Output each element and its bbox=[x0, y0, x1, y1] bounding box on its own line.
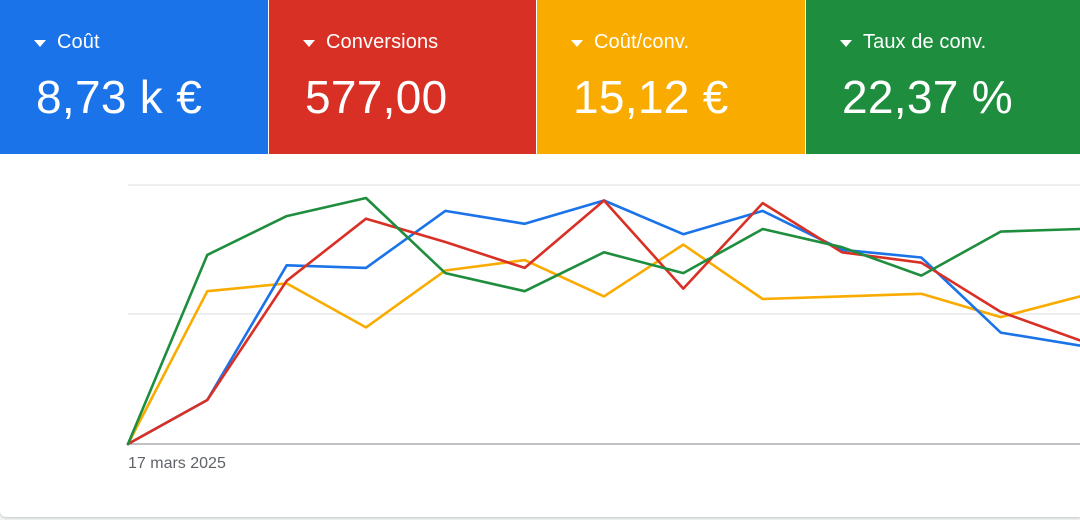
metric-header[interactable]: Taux de conv. bbox=[840, 31, 986, 54]
metric-value: 22,37 % bbox=[842, 71, 1013, 123]
metric-value: 8,73 k € bbox=[36, 71, 203, 123]
caret-down-icon[interactable] bbox=[571, 39, 583, 47]
metric-tiles: Coût 8,73 k € Conversions 577,00 Coût/co… bbox=[0, 0, 1080, 154]
metric-tile-cout[interactable]: Coût 8,73 k € bbox=[0, 0, 268, 154]
metric-header[interactable]: Coût/conv. bbox=[571, 31, 689, 54]
caret-down-icon[interactable] bbox=[34, 39, 46, 47]
x-axis-start-date: 17 mars 2025 bbox=[128, 455, 226, 472]
series-line-3 bbox=[126, 196, 1080, 446]
metric-header[interactable]: Coût bbox=[34, 31, 100, 54]
metric-value: 577,00 bbox=[305, 71, 448, 123]
series-layer bbox=[126, 196, 1080, 446]
metric-tile-cout-par-conv[interactable]: Coût/conv. 15,12 € bbox=[537, 0, 805, 154]
metric-header[interactable]: Conversions bbox=[303, 31, 438, 54]
performance-line-chart bbox=[126, 184, 1080, 446]
metric-tile-conversions[interactable]: Conversions 577,00 bbox=[269, 0, 536, 154]
caret-down-icon[interactable] bbox=[303, 39, 315, 47]
metric-tile-taux-de-conv[interactable]: Taux de conv. 22,37 % bbox=[806, 0, 1080, 154]
series-line-1 bbox=[126, 199, 1080, 446]
metric-label: Coût/conv. bbox=[594, 31, 690, 53]
metric-label: Taux de conv. bbox=[863, 31, 987, 53]
metric-value: 15,12 € bbox=[573, 71, 729, 123]
caret-down-icon[interactable] bbox=[840, 39, 852, 47]
series-line-0 bbox=[126, 199, 1080, 446]
metric-label: Conversions bbox=[326, 31, 439, 53]
metric-label: Coût bbox=[57, 31, 100, 53]
series-line-2 bbox=[126, 243, 1080, 446]
